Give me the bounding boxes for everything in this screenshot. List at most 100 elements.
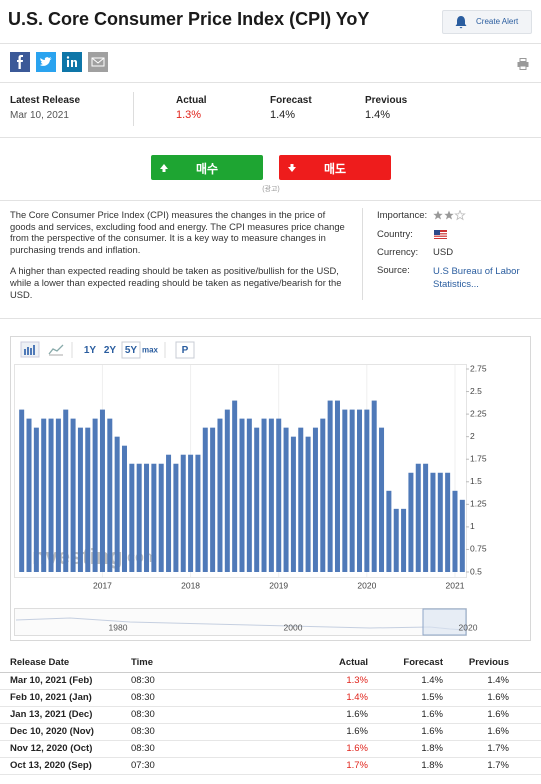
toolbar-button[interactable]: 5Y (125, 345, 138, 356)
bar (77, 427, 83, 572)
chart-type-icons (20, 341, 64, 358)
divider (0, 318, 541, 319)
actual-label: Actual (176, 95, 207, 106)
bar (312, 427, 318, 572)
page-title: U.S. Core Consumer Price Index (CPI) YoY (8, 9, 370, 29)
info-label: Source: (377, 265, 410, 276)
bar (166, 454, 172, 572)
buy-label: 매수 (195, 162, 219, 176)
bar (48, 418, 54, 572)
navigator-frame (14, 608, 467, 636)
bar (290, 436, 296, 572)
table-header: Actual (338, 657, 368, 668)
table-cell: 1.6% (421, 709, 443, 720)
bar (202, 427, 208, 572)
bar (445, 472, 451, 572)
bar (268, 418, 274, 572)
bar (55, 418, 61, 572)
bar (283, 427, 289, 572)
description-paragraph: The Core Consumer Price Index (CPI) meas… (10, 209, 345, 255)
table-cell: 08:30 (131, 726, 155, 737)
description-paragraph: A higher than expected reading should be… (10, 265, 342, 300)
divider (0, 200, 541, 201)
table-cell: 1.6% (346, 709, 368, 720)
table-cell: 1.5% (421, 692, 443, 703)
buy-button[interactable]: 매수 (151, 155, 263, 180)
bar (70, 418, 76, 572)
table-cell: Nov 12, 2020 (Oct) (10, 743, 93, 754)
toolbar-box[interactable] (121, 341, 141, 359)
bar (33, 427, 39, 572)
info-label: Country: (377, 229, 413, 240)
navigator-window[interactable] (422, 608, 467, 636)
toolbar-button[interactable]: P (182, 345, 189, 356)
toolbar-box[interactable] (175, 341, 195, 359)
bar (188, 454, 194, 572)
bar (210, 427, 216, 572)
ad-note: (광고) (262, 186, 280, 193)
bar (320, 418, 326, 572)
currency: USD (433, 247, 454, 258)
x-tick-label: 2020 (357, 580, 376, 590)
info-label: Currency: (377, 247, 419, 258)
bar (246, 418, 252, 572)
divider (0, 43, 541, 44)
description: The Core Consumer Price Index (CPI) meas… (10, 209, 345, 300)
plot-frame (14, 364, 467, 578)
table-rule (0, 723, 541, 724)
table-rule (0, 757, 541, 758)
table-cell: 1.7% (487, 760, 509, 771)
x-tick-label: 2017 (93, 580, 112, 590)
divider (0, 82, 541, 83)
y-tick-label: 1.75 (470, 453, 487, 463)
y-tick-label: 1.25 (470, 499, 487, 509)
y-tick-label: 1 (470, 521, 475, 531)
bar (136, 463, 142, 572)
toolbar-button[interactable]: 2Y (104, 345, 117, 356)
table-cell: Oct 13, 2020 (Sep) (10, 760, 92, 771)
bar (349, 409, 355, 572)
y-tick-label: 2.25 (470, 408, 487, 418)
table-cell: 1.4% (421, 675, 443, 686)
table-cell: 1.8% (421, 760, 443, 771)
bar (371, 400, 377, 572)
table-cell: 1.6% (487, 709, 509, 720)
bar (158, 463, 164, 572)
toolbar-button[interactable]: max (142, 346, 159, 355)
table-cell: 08:30 (131, 692, 155, 703)
table-cell: 1.7% (487, 743, 509, 754)
navigator-label: 2020 (459, 622, 478, 632)
bar (298, 427, 304, 572)
toolbar-button[interactable]: 1Y (84, 345, 97, 356)
bar (224, 409, 230, 572)
us-flag (434, 230, 447, 239)
table-rule (0, 689, 541, 690)
bar (129, 463, 135, 572)
bar (327, 400, 333, 572)
release-label: Latest Release (10, 95, 81, 106)
bar (99, 409, 105, 572)
y-tick-label: 1.5 (470, 476, 482, 486)
create-alert-button[interactable]: Create Alert (442, 10, 532, 34)
divider (0, 137, 541, 138)
source-link[interactable]: U.S Bureau of Labor Statistics... (433, 266, 520, 290)
y-tick-label: 0.75 (470, 544, 487, 554)
forecast-value: 1.4% (270, 109, 296, 121)
bar (114, 436, 120, 572)
table-header: Release Date (10, 657, 70, 668)
email-button[interactable] (88, 52, 108, 72)
table-rule (0, 706, 541, 707)
bar (232, 400, 238, 572)
bar (357, 409, 363, 572)
bar (401, 508, 407, 572)
y-tick-label: 2.75 (470, 363, 487, 373)
print-button[interactable] (517, 58, 529, 70)
chart: 1Y2Y5YmaxPInvesting.com20172018201920202… (10, 336, 531, 641)
previous-value: 1.4% (365, 109, 391, 121)
bar (437, 472, 443, 572)
bar (305, 436, 311, 572)
table-rule (0, 740, 541, 741)
sell-button[interactable]: 매도 (279, 155, 391, 180)
bar (452, 490, 458, 572)
